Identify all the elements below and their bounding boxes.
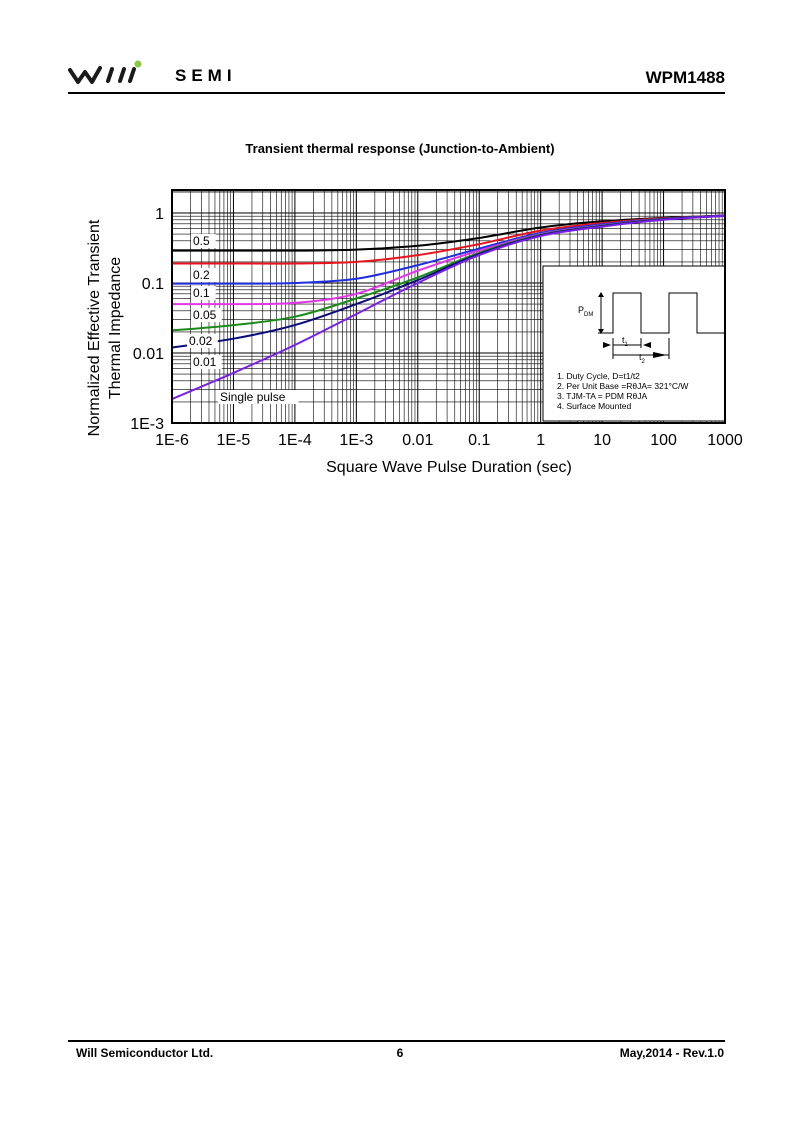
footer-company: Will Semiconductor Ltd. [76,1046,214,1060]
series-label: 0.1 [193,286,210,300]
inset-t2-label: t2 [639,352,646,365]
series-label: 0.5 [193,234,210,248]
series-lines [171,214,726,400]
series-label-bg [191,308,222,322]
series-label: 0.01 [193,355,217,369]
plot-frame [171,189,726,424]
inset-note-1: 1. Duty Cycle, D=t1/t2 [557,371,640,381]
footer-revision: May,2014 - Rev.1.0 [619,1046,724,1060]
x-tick-label: 0.01 [402,432,433,449]
series-label: Single pulse [220,390,286,404]
tick-labels: 1E-6 1E-5 1E-4 1E-3 0.01 0.1 1 10 100 1000 1E-3 0.0… [130,206,743,449]
y-axis-label-line-2: Thermal Impedance [107,257,124,399]
x-tick-label: 1E-5 [217,432,251,449]
series-label-bg [191,268,216,282]
company-logo [68,60,142,84]
series-label-bg [191,355,222,369]
x-tick-label: 10 [593,432,611,449]
inset-note-4: 4. Surface Mounted [557,401,631,411]
x-tick-label: 1000 [707,432,743,449]
chart-title: Transient thermal response (Junction-to-… [245,141,555,156]
header-divider [68,92,725,94]
document-id: WPM1488 [645,68,725,87]
series-label-bg [191,286,216,300]
footer-divider [68,1040,725,1042]
page-header: SEMI WPM1488 [68,56,725,96]
y-axis-label-line-1: Normalized Effective Transient [86,219,103,436]
series-label: 0.2 [193,268,210,282]
x-tick-label: 1E-4 [278,432,312,449]
y-tick-label: 1 [155,206,164,223]
series-line [171,214,726,400]
y-tick-label: 0.01 [133,346,164,363]
x-tick-label: 1 [536,432,545,449]
x-axis-label: Square Wave Pulse Duration (sec) [326,459,572,476]
footer-page-number: 6 [396,1046,404,1060]
y-tick-label: 1E-3 [130,416,164,433]
x-tick-label: 100 [650,432,677,449]
x-tick-label: 1E-6 [155,432,189,449]
series-label-bg [191,234,216,248]
y-tick-label: 0.1 [142,276,164,293]
inset-t1-label: t1 [622,335,629,348]
series-label-bg [187,334,218,348]
x-tick-label: 0.1 [468,432,490,449]
x-tick-label: 1E-3 [339,432,373,449]
thermal-response-chart: 0.5 0.2 0.1 0.05 0.02 0.01 Single pulse PDM t1… [86,189,743,476]
inset-note-2: 2. Per Unit Base =RθJA= 321°C/W [557,381,688,391]
logo-text: SEMI [175,66,237,85]
series-label: 0.05 [193,308,217,322]
inset-note-3: 3. TJM-TA = PDM RθJA [557,391,647,401]
duty-cycle-inset: PDM t1 t2 1. Duty Cycle, D=t1/t2 2. Per … [542,265,726,422]
inset-pdm-label: PDM [578,305,593,318]
series-label-bg [218,390,299,404]
series-label: 0.02 [189,334,213,348]
series-labels: 0.5 0.2 0.1 0.05 0.02 0.01 Single pulse [187,234,299,404]
